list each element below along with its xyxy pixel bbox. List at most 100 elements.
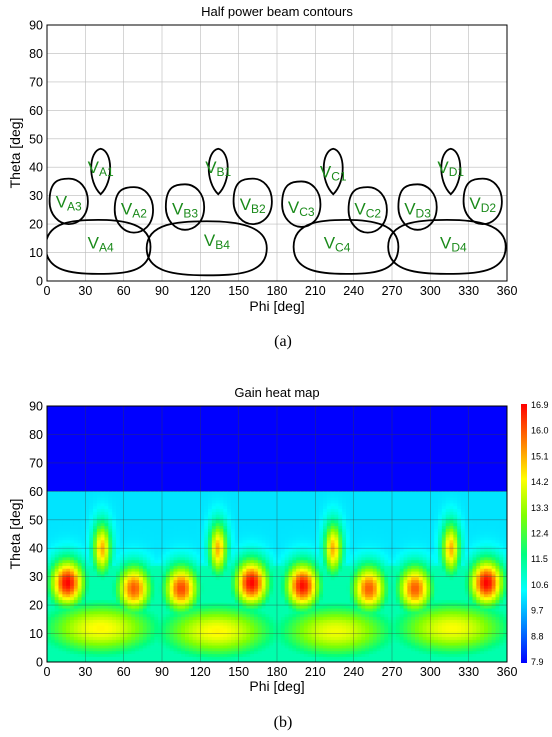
heatmap-cell [342, 582, 347, 586]
heatmap-cell [116, 633, 121, 637]
heatmap-cell [499, 633, 504, 637]
heatmap-cell [234, 573, 240, 578]
heatmap-cell [139, 625, 144, 629]
heatmap-cell [173, 553, 178, 558]
heatmap-cell [292, 639, 297, 643]
heatmap-cell [430, 573, 435, 578]
heatmap-cell [491, 602, 497, 606]
heatmap-cell [246, 579, 251, 583]
heatmap-cell [361, 545, 366, 549]
heatmap-cell [112, 630, 117, 635]
heatmap-cell [62, 570, 67, 575]
heatmap-cell [353, 616, 359, 620]
heatmap-cell [503, 636, 507, 640]
heatmap-cell [85, 647, 90, 652]
heatmap-cell [303, 619, 309, 623]
heatmap-cell [292, 656, 297, 660]
heatmap-cell [200, 622, 205, 626]
heatmap-cell [54, 551, 60, 555]
heatmap-cell [277, 553, 282, 558]
heatmap-cell [100, 613, 106, 618]
heatmap-cell [280, 619, 286, 623]
heatmap-cell [223, 596, 228, 601]
heatmap-cell [434, 582, 439, 586]
heatmap-cell [116, 625, 121, 629]
heatmap-cell [165, 622, 171, 626]
heatmap-cell [58, 613, 63, 618]
heatmap-cell [215, 610, 221, 615]
heatmap-cell [234, 568, 240, 572]
heatmap-cell [319, 647, 324, 652]
heatmap-cell [119, 579, 125, 583]
heatmap-cell [480, 636, 485, 640]
heatmap-cell [123, 548, 129, 552]
heatmap-cell [73, 576, 79, 581]
heatmap-cell [116, 579, 121, 583]
heatmap-cell [89, 653, 94, 657]
heatmap-cell [334, 576, 339, 581]
heatmap-cell [112, 602, 117, 606]
heatmap-cell [369, 593, 374, 598]
heatmap-cell [303, 644, 309, 649]
heatmap-cell [411, 545, 416, 549]
heatmap-cell [407, 619, 412, 623]
heatmap-cell [284, 576, 290, 581]
heatmap-cell [491, 659, 497, 662]
heatmap-cell [315, 585, 320, 589]
heatmap-cell [142, 568, 148, 572]
heatmap-cell [484, 602, 489, 606]
heatmap-cell [104, 579, 109, 583]
chart-a-x-tick-label: 210 [305, 284, 326, 298]
heatmap-cell [127, 625, 132, 629]
heatmap-cell [54, 625, 60, 629]
heatmap-cell [307, 625, 313, 629]
heatmap-cell [441, 576, 447, 581]
heatmap-cell [100, 659, 106, 662]
heatmap-cell [303, 599, 309, 603]
heatmap-cell [472, 619, 477, 623]
heatmap-cell [484, 644, 489, 649]
heatmap-cell [257, 613, 263, 618]
heatmap-cell [422, 556, 428, 561]
heatmap-cell [415, 639, 420, 643]
heatmap-cell [407, 565, 412, 569]
heatmap-cell [261, 573, 267, 578]
heatmap-cell [499, 602, 504, 606]
heatmap-cell [219, 582, 224, 586]
heatmap-cell [162, 644, 167, 649]
heatmap-cell [430, 622, 435, 626]
heatmap-cell [315, 653, 320, 657]
heatmap-cell [411, 570, 416, 575]
heatmap-cell [365, 607, 370, 612]
heatmap-cell [395, 647, 401, 652]
heatmap-cell [181, 656, 186, 660]
heatmap-cell [338, 588, 343, 592]
heatmap-cell [292, 576, 297, 581]
heatmap-cell [430, 647, 435, 652]
heatmap-cell [441, 590, 447, 595]
heatmap-cell [487, 613, 493, 618]
heatmap-cell [196, 590, 201, 595]
heatmap-cell [457, 565, 462, 569]
heatmap-cell [296, 610, 301, 615]
heatmap-cell [422, 625, 428, 629]
heatmap-cell [369, 610, 374, 615]
heatmap-cell [330, 647, 336, 652]
heatmap-cell [219, 607, 224, 612]
heatmap-cell [131, 545, 136, 549]
heatmap-cell [307, 636, 313, 640]
heatmap-cell [441, 588, 447, 592]
heatmap-cell [100, 593, 106, 598]
heatmap-cell [380, 625, 385, 629]
heatmap-cell [100, 642, 106, 646]
heatmap-cell [487, 607, 493, 612]
heatmap-cell [100, 553, 106, 558]
heatmap-cell [215, 616, 221, 620]
heatmap-cell [503, 653, 507, 657]
heatmap-cell [142, 573, 148, 578]
heatmap-cell [73, 659, 79, 662]
heatmap-cell [472, 622, 477, 626]
heatmap-cell [238, 630, 244, 635]
heatmap-cell [165, 619, 171, 623]
heatmap-cell [495, 647, 500, 652]
